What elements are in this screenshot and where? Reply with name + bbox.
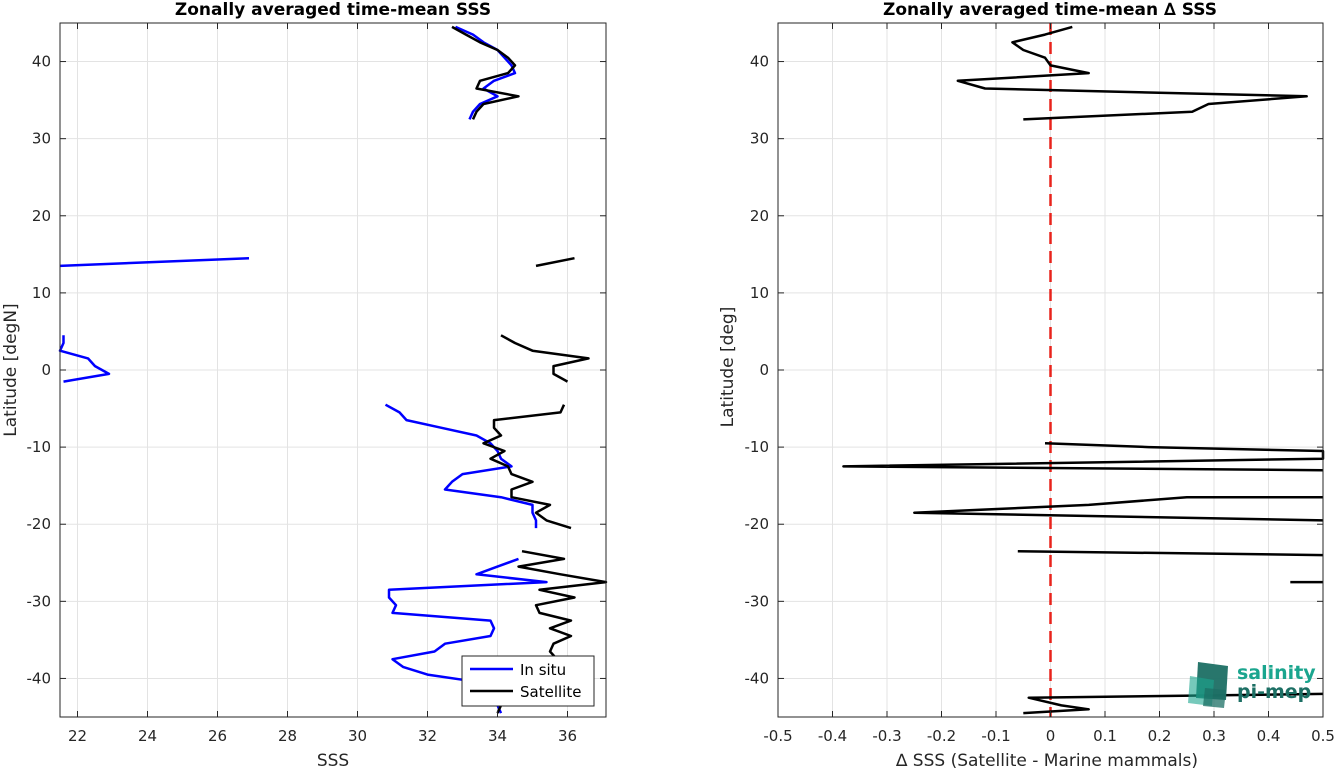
y-tick-label: 40: [32, 53, 51, 71]
ticks-right: -0.5 -0.4 -0.3 -0.2 -0.1 0 0.1 0.2 0.3 0.4 0.5 -40 -…: [745, 23, 1335, 745]
x-tick-label: 28: [278, 727, 297, 745]
y-tick-label: -20: [745, 515, 770, 533]
delta-sss-line: [913, 495, 1324, 522]
x-tick-label: 36: [558, 727, 577, 745]
ticks-left: 22 24 26 28 30 32 34 36 -40 -30 -20 -10 0 10 20 30 40: [27, 23, 606, 745]
salinity-pi-mep-logo: salinity pi-mep: [1188, 662, 1316, 708]
y-tick-label: -30: [27, 592, 52, 610]
x-tick-label: 30: [348, 727, 367, 745]
satellite-line: [482, 404, 572, 530]
chart-sss-profile: 22 24 26 28 30 32 34 36 -40 -30 -20 -10 0 10 20 30 40 Zo…: [1, 0, 608, 769]
y-tick-label: 10: [32, 284, 51, 302]
legend-label-satellite: Satellite: [520, 683, 581, 701]
x-axis-label-right: ∆ SSS (Satellite - Marine mammals): [895, 751, 1198, 769]
x-tick-label: 32: [418, 727, 437, 745]
x-tick-label: 0.5: [1311, 727, 1335, 745]
x-tick-label: -0.1: [981, 727, 1010, 745]
x-tick-label: 0: [1046, 727, 1056, 745]
logo-text-pi-mep: pi-mep: [1237, 681, 1311, 703]
y-tick-label: -30: [745, 592, 770, 610]
logo-mark-icon: [1188, 662, 1228, 708]
y-tick-label: 10: [750, 284, 769, 302]
logo-text-salinity: salinity: [1237, 662, 1316, 684]
chart-delta-sss-profile: -0.5 -0.4 -0.3 -0.2 -0.1 0 0.1 0.2 0.3 0.4 0.5 -40 -…: [718, 0, 1335, 769]
x-tick-label: -0.2: [927, 727, 956, 745]
y-tick-label: -10: [745, 438, 770, 456]
y-tick-label: 0: [759, 361, 769, 379]
x-tick-label: 26: [208, 727, 227, 745]
x-axis-label-left: SSS: [317, 751, 349, 769]
delta-sss-line: [1017, 549, 1324, 557]
x-tick-label: -0.4: [818, 727, 847, 745]
delta-sss-line: [956, 25, 1308, 121]
chart-title-left: Zonally averaged time-mean SSS: [175, 0, 491, 20]
y-tick-label: -20: [27, 515, 52, 533]
delta-sss-line: [1023, 692, 1324, 715]
y-tick-label: 20: [750, 207, 769, 225]
y-tick-label: -40: [27, 669, 52, 687]
y-tick-label: 30: [32, 130, 51, 148]
in-situ-line: [58, 335, 111, 383]
legend: In situ Satellite: [461, 655, 595, 707]
logo-shape: [1203, 688, 1226, 708]
y-tick-label: 0: [41, 361, 51, 379]
x-tick-label: 0.4: [1257, 727, 1281, 745]
x-tick-label: 0.3: [1202, 727, 1226, 745]
y-tick-label: -40: [745, 669, 770, 687]
satellite-line: [535, 256, 575, 268]
satellite-line: [500, 334, 590, 383]
grid-left: [60, 23, 606, 717]
legend-box: [461, 655, 595, 707]
x-tick-label: 24: [138, 727, 157, 745]
x-tick-label: 22: [68, 727, 87, 745]
y-axis-label-right: Latitude [deg]: [718, 307, 738, 428]
y-tick-label: -10: [27, 438, 52, 456]
x-tick-label: 0.2: [1148, 727, 1172, 745]
y-tick-label: 20: [32, 207, 51, 225]
legend-label-in-situ: In situ: [520, 661, 566, 679]
x-tick-label: -0.5: [763, 727, 792, 745]
y-tick-label: 30: [750, 130, 769, 148]
chart-title-right: Zonally averaged time-mean ∆ SSS: [883, 0, 1217, 20]
in-situ-line: [384, 403, 538, 529]
in-situ-line: [454, 25, 517, 120]
y-tick-label: 40: [750, 53, 769, 71]
x-tick-label: 34: [488, 727, 507, 745]
in-situ-line: [59, 256, 250, 268]
x-tick-label: -0.3: [872, 727, 901, 745]
x-tick-label: 0.1: [1093, 727, 1117, 745]
y-axis-label-left: Latitude [degN]: [1, 303, 21, 436]
satellite-line: [451, 25, 520, 120]
